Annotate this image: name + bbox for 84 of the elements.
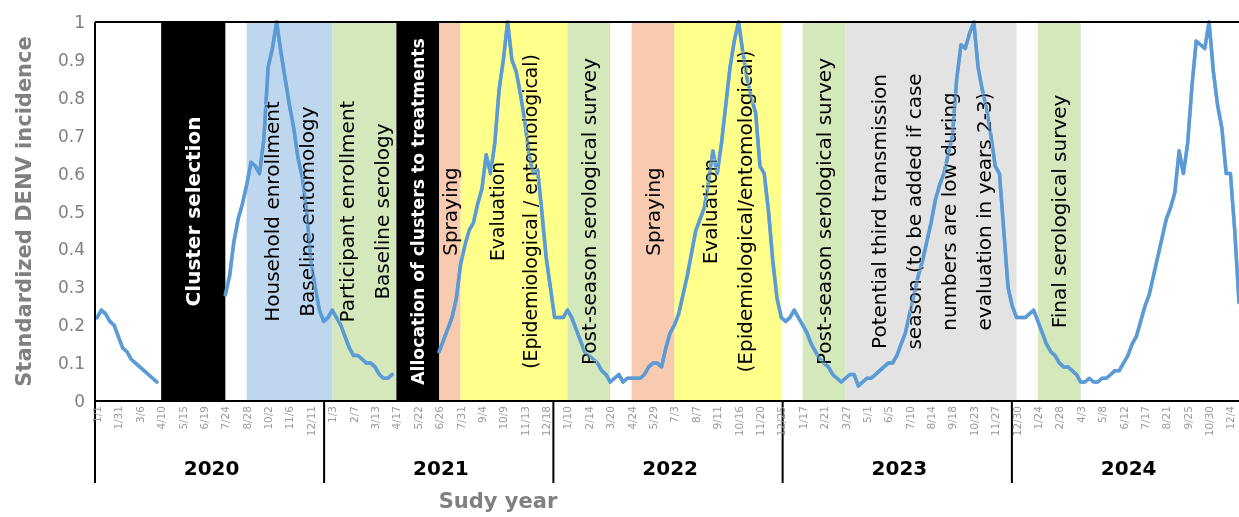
- y-tick-label: 0.1: [57, 353, 85, 374]
- x-tick-label: 10/16: [732, 405, 745, 437]
- band-label: Potential third transmission season (to be added if case numbers are low during evaluation in years 2-3): [866, 73, 996, 350]
- band-label: Evaluation (Epidemiological / entomological): [487, 54, 541, 369]
- x-tick-label: 7/10: [903, 406, 916, 430]
- y-tick-label: 0.7: [57, 125, 85, 146]
- x-tick-label: 1/17: [796, 406, 809, 430]
- x-tick-label: 9/18: [946, 406, 959, 430]
- x-tick-label: 1/3: [326, 406, 339, 423]
- x-tick-label: 4/3: [1074, 406, 1087, 423]
- text: 2023: [871, 456, 928, 480]
- band-label: Post-season serological survey: [812, 57, 837, 365]
- band-label: Spraying: [641, 167, 666, 256]
- x-tick-label: 7/17: [1138, 406, 1151, 430]
- x-tick-label: 5/1: [860, 406, 873, 423]
- x-tick-label: 11/20: [753, 406, 766, 437]
- x-tick-label: 11/27: [989, 406, 1002, 437]
- x-axis-title: Sudy year: [438, 489, 558, 513]
- band-label: Household enrollment Baseline entomology: [259, 101, 319, 322]
- x-tick-label: 7/3: [668, 406, 681, 423]
- x-tick-label: 12/11: [304, 406, 317, 437]
- band-label: Post-season serological survey: [576, 57, 601, 365]
- band-label: Cluster selection: [181, 116, 206, 307]
- x-tick-label: 2/21: [818, 406, 831, 430]
- x-tick-label: 1/31: [112, 406, 125, 430]
- x-tick-label: 9/25: [1181, 406, 1194, 430]
- x-tick-label: 2/7: [347, 406, 360, 423]
- y-tick-label: 1: [74, 12, 85, 32]
- x-tick-label: 10/9: [497, 406, 510, 430]
- x-tick-label: 12/30: [1010, 406, 1023, 437]
- x-tick-label: 8/21: [1160, 406, 1173, 430]
- y-tick-label: 0.2: [57, 315, 85, 336]
- x-tick-label: 11/6: [283, 405, 296, 430]
- x-tick-label: 3/13: [369, 406, 382, 430]
- x-tick-label: 6/12: [1117, 406, 1130, 430]
- x-tick-label: 12/25: [775, 406, 788, 437]
- x-tick-label: 4/24: [625, 405, 638, 430]
- text: 2021: [413, 456, 469, 480]
- x-tick-label: 8/7: [689, 406, 702, 423]
- x-tick-label: 1/24: [1031, 405, 1044, 430]
- text: 2022: [642, 456, 698, 480]
- x-tick-label: 3/6: [133, 405, 146, 423]
- x-tick-label: 10/30: [1203, 406, 1216, 437]
- x-tick-label: 3/27: [839, 406, 852, 430]
- x-tick-label: 6/19: [197, 406, 210, 430]
- x-tick-label: 2/14: [582, 405, 595, 430]
- x-tick-label: 3/20: [604, 406, 617, 430]
- band-label: Evaluation (Epidemiological/entomological): [698, 50, 758, 373]
- x-tick-label: 6/26: [433, 405, 446, 430]
- y-axis-title: Standardized DENV incidence: [12, 36, 36, 387]
- x-tick-label: 10/2: [262, 406, 275, 430]
- x-tick-label: 12/4: [1224, 405, 1237, 430]
- x-tick-label: 9/4: [475, 405, 488, 423]
- y-tick-label: 0.8: [57, 87, 85, 108]
- x-tick-label: 5/22: [411, 406, 424, 430]
- x-tick-label: 5/29: [647, 406, 660, 430]
- x-tick-label: 7/24: [219, 405, 232, 430]
- band-label: Spraying: [437, 167, 462, 256]
- x-tick-label: 1/10: [561, 406, 574, 430]
- x-tick-label: 11/13: [518, 406, 531, 437]
- band-label: Final serological survey: [1047, 94, 1072, 329]
- x-tick-label: 1/1: [91, 406, 103, 423]
- y-tick-label: 0.4: [57, 239, 85, 260]
- y-tick-label: 0.3: [57, 277, 85, 298]
- x-tick-label: 5/8: [1096, 406, 1109, 423]
- x-tick-label: 4/17: [390, 406, 403, 430]
- x-tick-label: 2/28: [1053, 406, 1066, 430]
- x-tick-label: 12/18: [540, 406, 553, 437]
- x-tick-label: 7/31: [454, 406, 467, 430]
- x-tick-label: 5/15: [176, 406, 189, 430]
- text: 2024: [1100, 456, 1157, 480]
- x-tick-label: 8/28: [240, 406, 253, 430]
- band-label: Participant enrollment Baseline serology: [334, 100, 394, 323]
- y-tick-label: 0: [74, 391, 85, 411]
- x-tick-label: 9/11: [711, 406, 724, 430]
- x-tick-label: 4/10: [155, 406, 168, 430]
- band-label: Allocation of clusters to treatments: [407, 38, 428, 385]
- y-tick-label: 0.6: [57, 163, 85, 184]
- y-tick-label: 0.9: [57, 49, 85, 70]
- x-tick-label: 10/23: [967, 406, 980, 437]
- text: 2020: [183, 456, 240, 480]
- x-tick-label: 6/5: [882, 406, 895, 423]
- y-tick-label: 0.5: [57, 201, 85, 222]
- x-tick-label: 8/14: [925, 405, 938, 430]
